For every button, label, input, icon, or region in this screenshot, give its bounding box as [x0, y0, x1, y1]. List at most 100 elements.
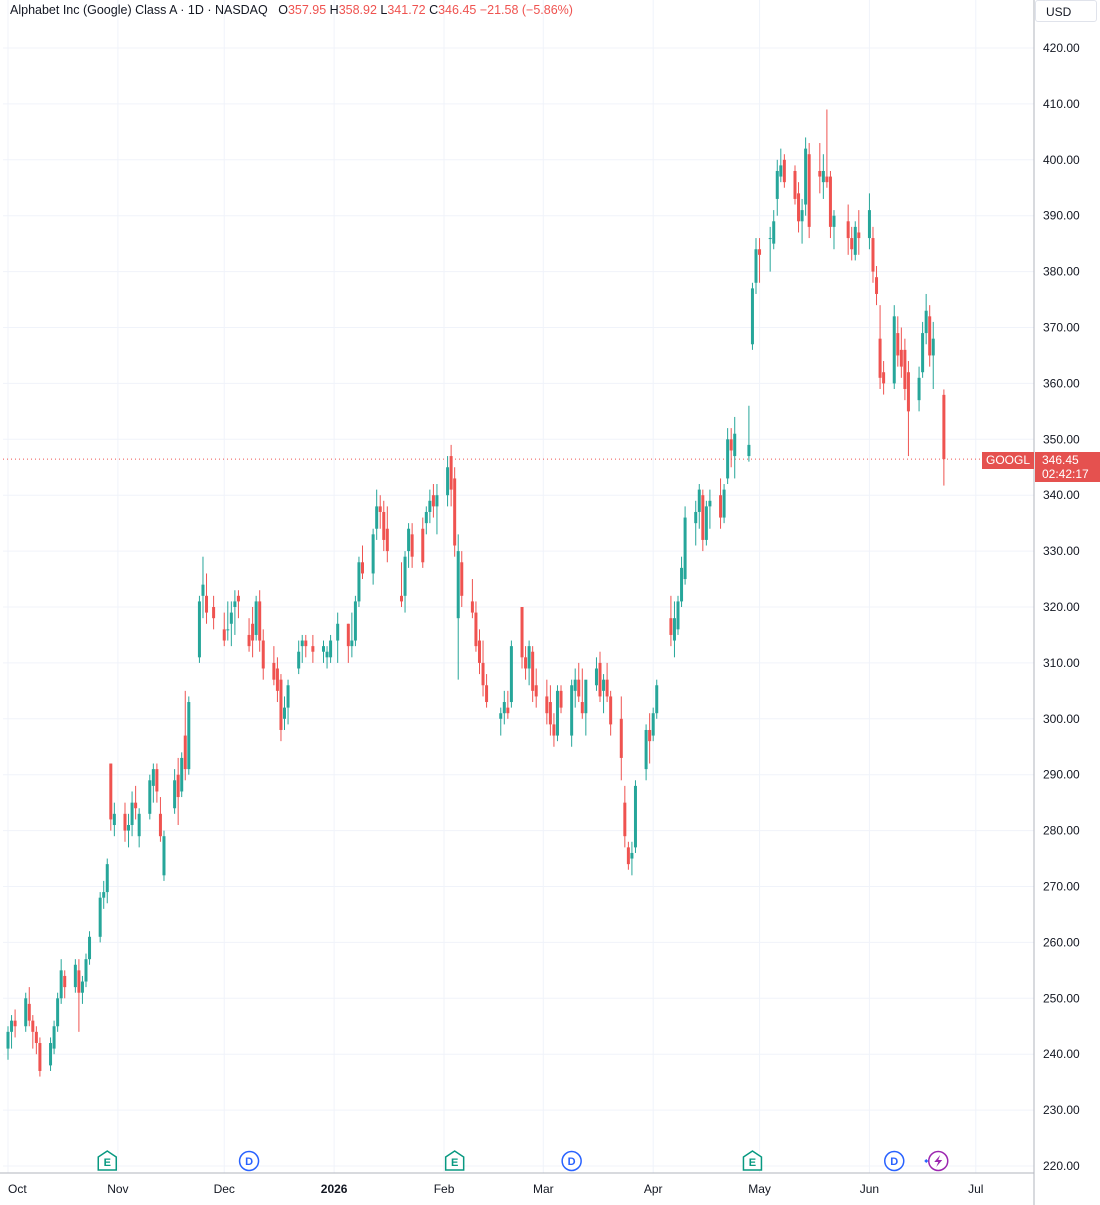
candle-body: [151, 769, 155, 786]
candle: [247, 618, 251, 652]
candle-body: [137, 813, 141, 837]
candle: [729, 428, 733, 468]
x-tick-label: Dec: [214, 1182, 235, 1196]
candle: [775, 159, 779, 216]
x-tick-label: 2026: [321, 1182, 348, 1196]
candle: [446, 456, 450, 507]
candle: [520, 607, 524, 669]
candle-body: [942, 394, 946, 460]
candle: [867, 193, 871, 250]
y-tick-label: 260.00: [1043, 935, 1080, 949]
candle-body: [602, 679, 606, 691]
candle: [431, 484, 435, 518]
close-value: 346.45: [438, 3, 477, 17]
candle: [577, 662, 581, 703]
candle-body: [850, 238, 854, 250]
candle-body: [361, 562, 364, 574]
candle-body: [502, 702, 506, 714]
candle: [477, 629, 481, 675]
candle: [222, 612, 226, 647]
x-tick-label: May: [748, 1182, 771, 1196]
candle-body: [453, 478, 457, 546]
candle-body: [80, 981, 84, 993]
candle: [112, 802, 116, 837]
candle: [371, 528, 375, 585]
candle-body: [807, 154, 811, 227]
candle-body: [297, 651, 301, 669]
candle-body: [52, 1026, 56, 1049]
candle: [719, 478, 723, 529]
y-tick-label: 300.00: [1043, 712, 1080, 726]
candle-body: [226, 629, 230, 631]
candle: [906, 361, 910, 457]
candle-body: [13, 1020, 17, 1027]
candle-body: [623, 802, 627, 837]
candle: [403, 551, 407, 613]
candle: [460, 551, 464, 607]
open-label: O: [278, 3, 288, 17]
candle-body: [928, 316, 932, 356]
lightning-bolt: [934, 1155, 943, 1167]
candle: [499, 707, 503, 736]
candle-body: [357, 562, 361, 602]
candle: [254, 595, 258, 641]
candle-body: [797, 193, 801, 222]
candle-body: [750, 288, 754, 345]
candle-body: [857, 232, 861, 239]
candle-body: [524, 657, 528, 669]
candle: [98, 892, 102, 943]
candle: [655, 679, 659, 719]
y-tick-label: 280.00: [1043, 824, 1080, 838]
candle-body: [229, 612, 233, 624]
candle: [123, 802, 127, 842]
candle: [105, 858, 109, 904]
candle-body: [598, 662, 602, 697]
candle: [13, 1009, 17, 1038]
candle: [917, 366, 921, 412]
lightning-icon: [924, 1150, 949, 1172]
candle: [896, 316, 900, 367]
candle: [747, 405, 751, 462]
candle-body: [821, 170, 825, 183]
candle-body: [378, 506, 382, 512]
candle: [162, 830, 166, 881]
candle-body: [733, 433, 737, 457]
earnings-badge-label: E: [749, 1157, 756, 1169]
y-tick-label: 270.00: [1043, 880, 1080, 894]
candle: [672, 601, 676, 658]
candle: [322, 640, 326, 663]
candle-body: [871, 238, 875, 272]
candle: [772, 210, 776, 250]
candle: [694, 500, 698, 546]
candle-body: [846, 221, 850, 239]
candle: [350, 612, 354, 658]
candle: [754, 238, 758, 294]
currency-selector[interactable]: USD: [1035, 0, 1097, 22]
candle-body: [609, 696, 613, 725]
candle-body: [399, 595, 403, 602]
candle-body: [619, 718, 623, 758]
x-tick-label: Jun: [860, 1182, 879, 1196]
candle: [49, 1037, 53, 1071]
candle-body: [470, 601, 474, 613]
candle: [148, 774, 152, 820]
candle-body: [867, 210, 871, 239]
dividend-badge-label: D: [245, 1156, 253, 1168]
candle-body: [694, 511, 698, 524]
candle: [77, 959, 81, 1032]
candle: [151, 763, 155, 803]
candle: [205, 573, 209, 624]
y-tick-label: 350.00: [1043, 432, 1080, 446]
candle: [722, 484, 726, 524]
candle: [474, 601, 478, 652]
candle: [272, 646, 276, 686]
candle: [527, 640, 531, 686]
candle: [226, 601, 230, 641]
candle: [325, 646, 329, 669]
candle: [931, 321, 935, 389]
candle: [421, 517, 425, 568]
candle-body: [719, 495, 723, 518]
candle-body: [158, 813, 162, 837]
candle-body: [655, 685, 659, 714]
